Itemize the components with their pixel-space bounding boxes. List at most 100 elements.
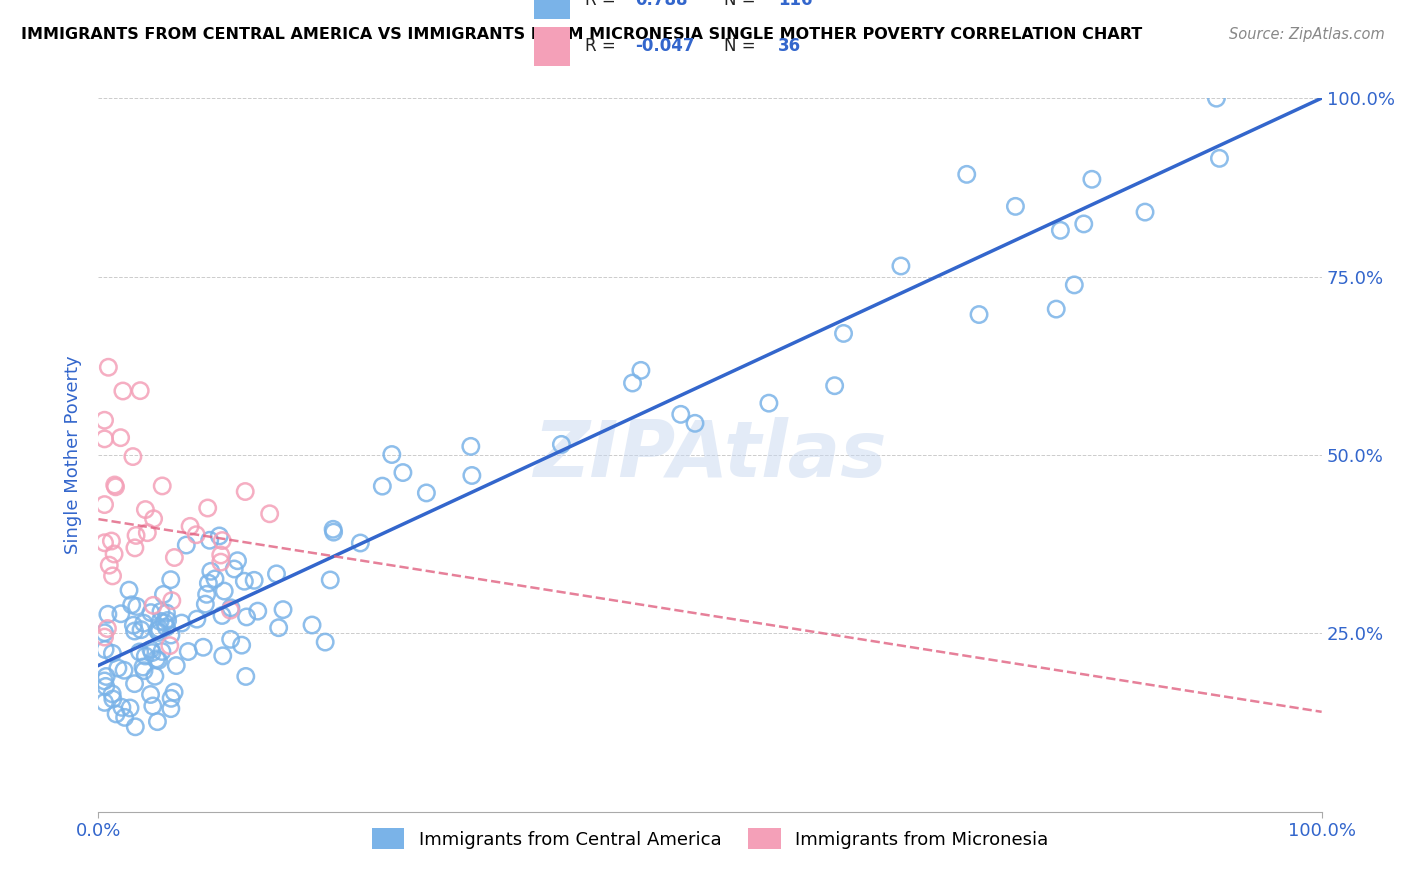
- Point: [148, 653, 170, 667]
- Point: [134, 648, 156, 663]
- Point: [118, 583, 141, 598]
- Point: [150, 479, 173, 493]
- Point: [1045, 302, 1067, 317]
- Point: [271, 602, 294, 616]
- Point: [118, 701, 141, 715]
- Point: [1208, 152, 1230, 166]
- Point: [197, 576, 219, 591]
- Point: [233, 484, 256, 499]
- Point: [93, 432, 115, 446]
- Point: [224, 562, 246, 576]
- Point: [124, 624, 146, 638]
- Point: [381, 448, 404, 462]
- Point: [200, 564, 222, 578]
- Point: [890, 259, 912, 273]
- Point: [186, 527, 208, 541]
- Point: [139, 606, 162, 620]
- Point: [683, 417, 706, 431]
- Point: [1004, 199, 1026, 213]
- Point: [125, 599, 148, 614]
- Point: [669, 408, 692, 422]
- Point: [193, 640, 215, 655]
- Point: [155, 620, 177, 634]
- Point: [621, 376, 644, 390]
- Point: [121, 598, 143, 612]
- Point: [460, 439, 482, 453]
- Point: [146, 714, 169, 729]
- Point: [160, 691, 183, 706]
- Point: [155, 606, 177, 620]
- Point: [149, 615, 172, 629]
- Point: [194, 597, 217, 611]
- Point: [198, 533, 221, 548]
- Point: [550, 437, 572, 451]
- Point: [101, 569, 124, 583]
- Text: N =: N =: [724, 0, 756, 9]
- Point: [100, 534, 122, 549]
- Point: [101, 692, 124, 706]
- Point: [103, 547, 125, 561]
- Point: [139, 688, 162, 702]
- Point: [122, 450, 145, 464]
- Point: [143, 669, 166, 683]
- Point: [128, 645, 150, 659]
- Text: R =: R =: [585, 37, 616, 54]
- Point: [209, 548, 232, 562]
- Point: [150, 644, 173, 658]
- Point: [129, 384, 152, 398]
- Text: Source: ZipAtlas.com: Source: ZipAtlas.com: [1229, 27, 1385, 42]
- Point: [235, 610, 257, 624]
- Point: [152, 587, 174, 601]
- Point: [93, 673, 115, 688]
- Point: [139, 642, 162, 657]
- Point: [211, 648, 233, 663]
- Point: [204, 572, 226, 586]
- Point: [97, 607, 120, 622]
- Point: [233, 574, 256, 589]
- Point: [110, 431, 132, 445]
- Text: 116: 116: [779, 0, 813, 9]
- Point: [461, 468, 484, 483]
- Point: [174, 538, 197, 552]
- Point: [111, 384, 134, 398]
- Point: [226, 554, 249, 568]
- Point: [219, 632, 242, 647]
- Point: [153, 615, 176, 630]
- Point: [415, 486, 437, 500]
- Point: [349, 536, 371, 550]
- Text: R =: R =: [585, 0, 616, 9]
- Point: [93, 695, 115, 709]
- Point: [160, 701, 183, 715]
- Point: [301, 618, 323, 632]
- Point: [322, 525, 344, 540]
- Point: [145, 652, 167, 666]
- Point: [195, 587, 218, 601]
- Point: [179, 519, 201, 533]
- Point: [94, 680, 117, 694]
- Point: [104, 480, 127, 494]
- Point: [1049, 223, 1071, 237]
- Point: [96, 669, 118, 683]
- Point: [322, 522, 344, 536]
- Point: [132, 660, 155, 674]
- Point: [136, 525, 159, 540]
- Point: [148, 622, 170, 636]
- Point: [1063, 277, 1085, 292]
- Point: [266, 566, 288, 581]
- Point: [832, 326, 855, 341]
- Point: [142, 599, 165, 613]
- Point: [146, 624, 169, 638]
- Point: [231, 638, 253, 652]
- Text: IMMIGRANTS FROM CENTRAL AMERICA VS IMMIGRANTS FROM MICRONESIA SINGLE MOTHER POVE: IMMIGRANTS FROM CENTRAL AMERICA VS IMMIG…: [21, 27, 1142, 42]
- Point: [132, 616, 155, 631]
- Point: [967, 308, 990, 322]
- Point: [1081, 172, 1104, 186]
- Point: [114, 710, 136, 724]
- Point: [94, 642, 117, 657]
- Point: [243, 574, 266, 588]
- Bar: [534, 0, 571, 19]
- Point: [630, 363, 652, 377]
- Point: [142, 698, 165, 713]
- Point: [211, 533, 233, 548]
- Point: [97, 360, 120, 375]
